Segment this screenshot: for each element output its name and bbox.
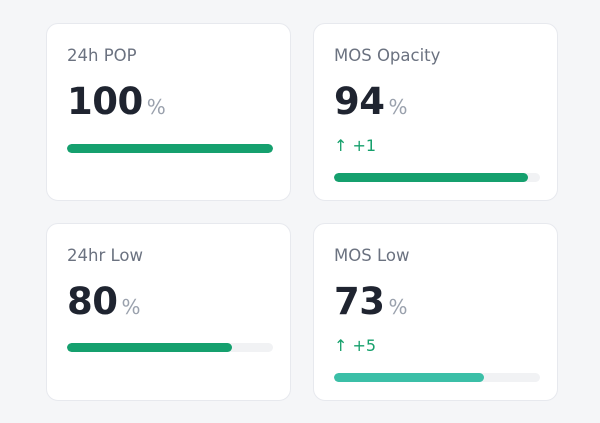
card-24h-pop: 24h POP 100%: [46, 23, 291, 201]
value-number: 73: [334, 280, 385, 323]
card-value: 80%: [67, 280, 141, 323]
progress-bar: [334, 173, 540, 182]
card-title: 24hr Low: [67, 246, 143, 265]
delta-indicator: ↑ +1: [334, 136, 377, 155]
progress-bar: [334, 373, 540, 382]
progress-bar: [67, 343, 273, 352]
card-24hr-low: 24hr Low 80%: [46, 223, 291, 401]
value-number: 80: [67, 280, 118, 323]
progress-fill: [334, 173, 528, 182]
progress-fill: [334, 373, 485, 382]
card-mos-opacity: MOS Opacity 94% ↑ +1: [313, 23, 558, 201]
card-title: 24h POP: [67, 46, 137, 65]
progress-bar: [67, 144, 273, 153]
value-unit: %: [388, 95, 408, 119]
card-mos-low: MOS Low 73% ↑ +5: [313, 223, 558, 401]
value-number: 100: [67, 80, 143, 123]
value-number: 94: [334, 80, 385, 123]
delta-indicator: ↑ +5: [334, 336, 377, 355]
progress-fill: [67, 144, 273, 153]
progress-fill: [67, 343, 232, 352]
value-unit: %: [121, 295, 141, 319]
card-value: 100%: [67, 80, 166, 123]
value-unit: %: [146, 95, 166, 119]
value-unit: %: [388, 295, 408, 319]
card-title: MOS Low: [334, 246, 410, 265]
card-title: MOS Opacity: [334, 46, 441, 65]
card-value: 94%: [334, 80, 408, 123]
card-value: 73%: [334, 280, 408, 323]
